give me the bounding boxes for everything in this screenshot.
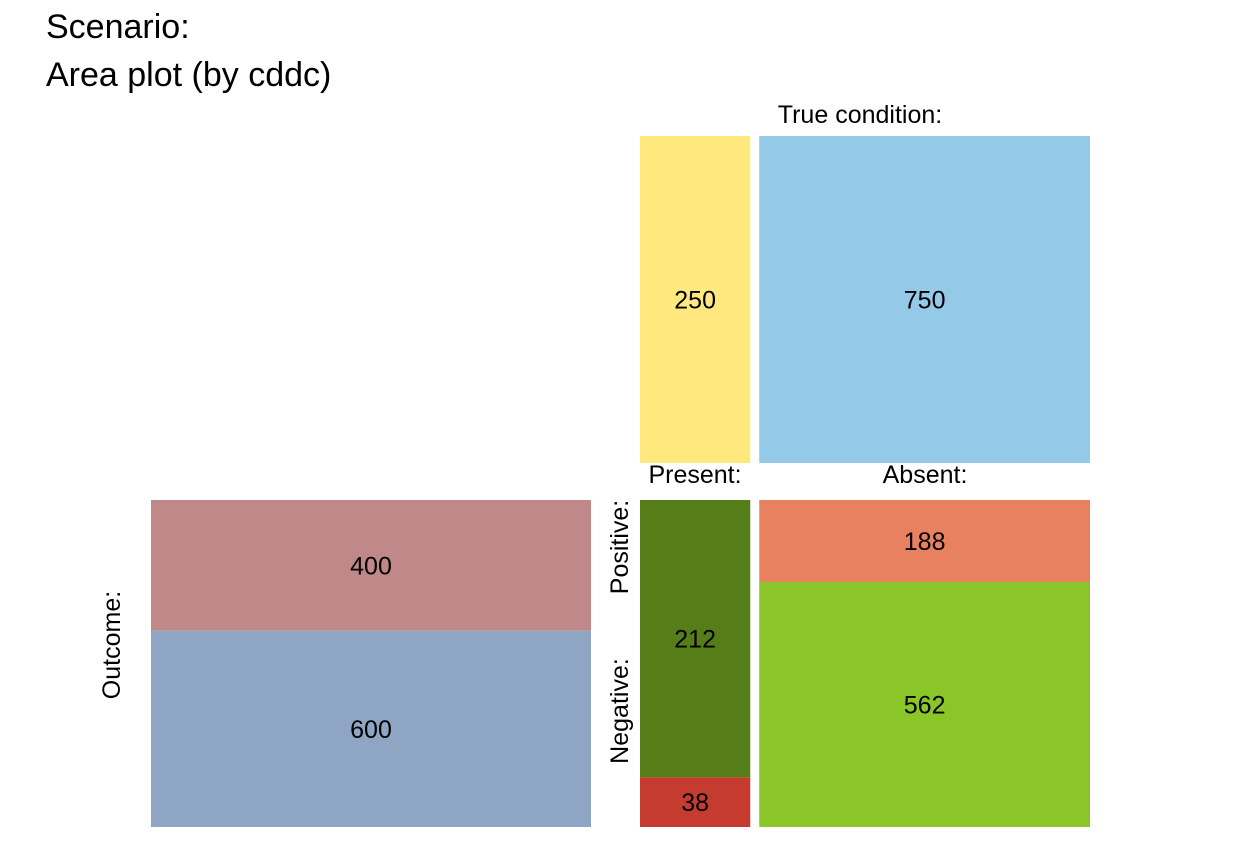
hit-value: 212 — [674, 626, 716, 654]
chart-title-line1: Scenario: — [46, 8, 190, 46]
correct-rejection-value: 562 — [904, 691, 946, 719]
miss-rect — [640, 777, 751, 827]
positive-value: 400 — [350, 552, 392, 580]
true-condition-label: True condition: — [778, 101, 942, 129]
positive-label: Positive: — [606, 500, 634, 594]
negative-label: Negative: — [606, 658, 634, 764]
chart-title-line2: Area plot (by cddc) — [46, 56, 331, 94]
present-label: Present: — [648, 461, 741, 489]
present-rect — [640, 136, 751, 463]
present-value: 250 — [674, 287, 716, 315]
absent-value: 750 — [904, 287, 946, 315]
negative-rect — [151, 630, 591, 827]
correct-rejection-rect — [759, 581, 1090, 827]
miss-value: 38 — [681, 789, 709, 817]
absent-rect — [759, 136, 1090, 463]
negative-value: 600 — [350, 716, 392, 744]
absent-label: Absent: — [883, 461, 968, 489]
hit-rect — [640, 500, 751, 778]
false-alarm-value: 188 — [904, 528, 946, 556]
false-alarm-rect — [759, 500, 1090, 582]
outcome-label: Outcome: — [98, 591, 126, 699]
positive-rect — [151, 500, 591, 631]
